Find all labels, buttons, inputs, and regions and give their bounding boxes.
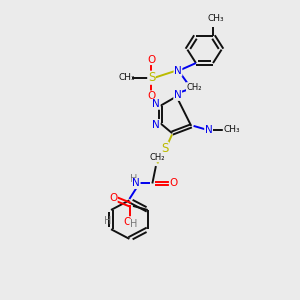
Text: N: N	[132, 178, 140, 188]
Text: CH₃: CH₃	[223, 125, 240, 134]
Text: H: H	[130, 219, 137, 229]
Text: N: N	[152, 120, 160, 130]
Text: S: S	[148, 71, 155, 84]
Text: CH₃: CH₃	[208, 14, 224, 23]
Text: N: N	[205, 125, 212, 135]
Text: O: O	[123, 217, 131, 227]
Text: H: H	[130, 174, 137, 184]
Text: O: O	[169, 178, 178, 188]
Text: CH₂: CH₂	[149, 153, 164, 162]
Text: N: N	[174, 66, 182, 76]
Text: CH₂: CH₂	[186, 82, 202, 91]
Text: N: N	[152, 99, 160, 109]
Text: O: O	[147, 55, 156, 64]
Text: CH₃: CH₃	[118, 73, 135, 82]
Text: H: H	[104, 216, 112, 226]
Text: N: N	[174, 90, 182, 100]
Text: O: O	[109, 193, 117, 203]
Text: S: S	[161, 142, 168, 155]
Text: O: O	[147, 91, 156, 101]
